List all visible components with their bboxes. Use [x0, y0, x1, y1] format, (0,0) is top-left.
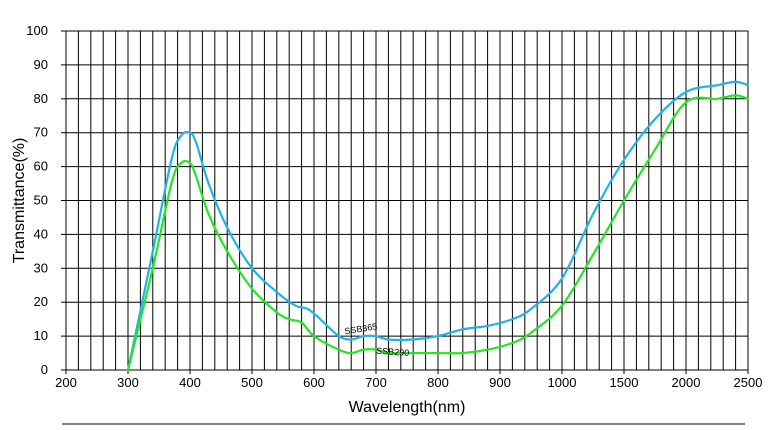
x-tick-label: 500 [241, 375, 263, 390]
x-tick-label: 700 [365, 375, 387, 390]
series-label-ssb290: SSB290 [376, 346, 410, 358]
y-tick-label: 60 [34, 159, 48, 174]
x-tick-label: 2000 [672, 375, 701, 390]
x-tick-label: 300 [117, 375, 139, 390]
x-tick-label: 2500 [734, 375, 763, 390]
series-group [126, 80, 750, 372]
series-line-ssb365 [126, 80, 750, 372]
y-tick-label: 50 [34, 193, 48, 208]
x-tick-label: 600 [303, 375, 325, 390]
x-tick-label: 900 [489, 375, 511, 390]
grid [65, 30, 749, 371]
y-tick-label: 10 [34, 328, 48, 343]
x-tick-label: 400 [179, 375, 201, 390]
x-tick-label: 1000 [548, 375, 577, 390]
y-tick-label: 40 [34, 226, 48, 241]
x-ticks: 200 300 400 500 600 700 800 900 1000 1500 2000 2500 [55, 370, 762, 390]
x-axis-title: Wavelength(nm) [349, 399, 466, 416]
y-tick-label: 30 [34, 260, 48, 275]
y-tick-label: 70 [34, 125, 48, 140]
x-tick-label: 800 [427, 375, 449, 390]
y-tick-label: 100 [26, 23, 48, 38]
y-tick-label: 80 [34, 91, 48, 106]
y-axis-title: Transmittance(%) [11, 138, 28, 264]
x-tick-label: 200 [55, 375, 77, 390]
y-ticks: 0 10 20 30 40 50 60 70 80 90 100 [26, 23, 66, 377]
series-line-ssb290 [126, 94, 750, 372]
y-tick-label: 90 [34, 57, 48, 72]
y-tick-label: 0 [41, 362, 48, 377]
y-tick-label: 20 [34, 294, 48, 309]
x-tick-label: 1500 [610, 375, 639, 390]
